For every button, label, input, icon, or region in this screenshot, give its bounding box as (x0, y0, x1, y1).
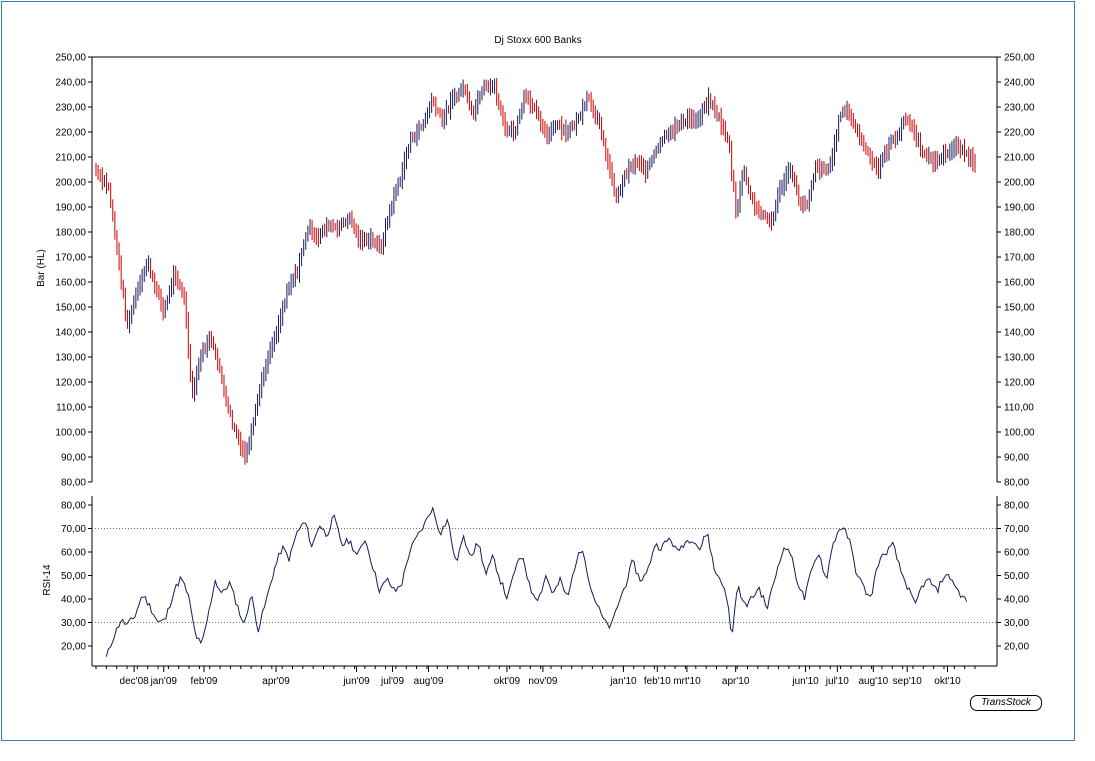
price-ytick-label-left: 100,00 (55, 428, 86, 439)
price-ytick-label-left: 240,00 (55, 78, 86, 89)
rsi-ytick-label-left: 40,00 (61, 595, 86, 606)
rsi-y-ticks-left: 20,00 30,00 40,00 50,00 60,00 70,00 80,00 (61, 501, 92, 653)
price-ytick-label-left: 80,00 (61, 478, 86, 489)
x-tick-label: apr'10 (722, 676, 750, 687)
x-axis-ticks: dec'08 jan'09 feb'09 apr'09 jun'09 jul'09 aug'… (95, 666, 976, 687)
x-tick-label: nov'09 (528, 676, 558, 687)
price-ytick-label-right: 90,00 (1004, 453, 1029, 464)
x-tick-label: jan'09 (150, 676, 178, 687)
x-tick-label: feb'10 (644, 676, 671, 687)
rsi-reference-lines (92, 528, 997, 623)
rsi-ytick-label-right: 50,00 (1004, 571, 1029, 582)
x-tick-label: jul'10 (825, 676, 849, 687)
x-tick-label: jun'10 (791, 676, 819, 687)
rsi-ytick-label-right: 30,00 (1004, 618, 1029, 629)
x-tick-label: dec'08 (120, 676, 150, 687)
price-ytick-label-right: 140,00 (1004, 328, 1035, 339)
price-ytick-label-right: 210,00 (1004, 153, 1035, 164)
rsi-ytick-label-left: 30,00 (61, 618, 86, 629)
price-ytick-label-left: 190,00 (55, 203, 86, 214)
rsi-ytick-label-left: 60,00 (61, 548, 86, 559)
price-ytick-label-right: 150,00 (1004, 303, 1035, 314)
price-ytick-label-right: 120,00 (1004, 378, 1035, 389)
price-ytick-label-left: 150,00 (55, 303, 86, 314)
price-ytick-label-right: 80,00 (1004, 478, 1029, 489)
price-ytick-label-left: 160,00 (55, 278, 86, 289)
price-y-ticks-left: 80,00 90,00 100,00 110,00 120,00 130,00 140,00… (55, 53, 92, 489)
rsi-axis-label: RSI-14 (42, 564, 53, 596)
rsi-ytick-label-right: 20,00 (1004, 642, 1029, 653)
price-ytick-label-right: 200,00 (1004, 178, 1035, 189)
price-ytick-label-left: 120,00 (55, 378, 86, 389)
x-tick-label: apr'09 (262, 676, 290, 687)
x-tick-label: okt'10 (934, 676, 961, 687)
price-ytick-label-left: 90,00 (61, 453, 86, 464)
price-ytick-label-left: 230,00 (55, 103, 86, 114)
price-bars (95, 78, 976, 465)
price-axis-label: Bar (HL) (36, 249, 47, 287)
rsi-y-ticks-right: 20,00 30,00 40,00 50,00 60,00 70,00 80,00 (997, 501, 1029, 653)
x-tick-label: feb'09 (191, 676, 218, 687)
price-ytick-label-right: 170,00 (1004, 253, 1035, 264)
price-ytick-label-left: 220,00 (55, 128, 86, 139)
rsi-ytick-label-left: 20,00 (61, 642, 86, 653)
rsi-ytick-label-right: 80,00 (1004, 501, 1029, 512)
rsi-ytick-label-right: 70,00 (1004, 524, 1029, 535)
price-ytick-label-left: 140,00 (55, 328, 86, 339)
chart-frame (1, 1, 1075, 741)
price-ytick-label-right: 230,00 (1004, 103, 1035, 114)
price-ytick-label-right: 160,00 (1004, 278, 1035, 289)
price-ytick-label-right: 220,00 (1004, 128, 1035, 139)
x-tick-label: jul'09 (380, 676, 404, 687)
price-ytick-label-left: 110,00 (56, 403, 86, 414)
rsi-ytick-label-right: 40,00 (1004, 595, 1029, 606)
price-ytick-label-right: 130,00 (1004, 353, 1035, 364)
x-tick-label: aug'09 (414, 676, 444, 687)
price-ytick-label-left: 200,00 (55, 178, 86, 189)
transstock-badge: TransStock (970, 695, 1042, 711)
price-ytick-label-right: 240,00 (1004, 78, 1035, 89)
price-ytick-label-right: 180,00 (1004, 228, 1035, 239)
x-tick-label: jun'09 (342, 676, 370, 687)
price-ytick-label-right: 250,00 (1004, 53, 1035, 64)
rsi-ytick-label-left: 50,00 (61, 571, 86, 582)
price-y-ticks-right: 80,00 90,00 100,00 110,00 120,00 130,00 140,00… (997, 53, 1035, 489)
x-tick-label: aug'10 (858, 676, 888, 687)
rsi-ytick-label-left: 70,00 (61, 524, 86, 535)
rsi-ytick-label-left: 80,00 (61, 501, 86, 512)
x-tick-label: mrt'10 (673, 676, 701, 687)
price-ytick-label-left: 170,00 (55, 253, 86, 264)
rsi-series-line (105, 506, 968, 657)
price-ytick-label-left: 130,00 (55, 353, 86, 364)
price-ytick-label-right: 110,00 (1004, 403, 1034, 414)
price-ytick-label-left: 250,00 (55, 53, 86, 64)
rsi-ytick-label-right: 60,00 (1004, 548, 1029, 559)
price-ytick-label-left: 180,00 (55, 228, 86, 239)
price-ytick-label-left: 210,00 (55, 153, 86, 164)
chart-title: Dj Stoxx 600 Banks (494, 35, 581, 46)
x-tick-label: sep'10 (893, 676, 923, 687)
price-ytick-label-right: 190,00 (1004, 203, 1035, 214)
x-tick-label: jan'10 (609, 676, 637, 687)
x-tick-label: okt'09 (494, 676, 521, 687)
price-ytick-label-right: 100,00 (1004, 428, 1035, 439)
